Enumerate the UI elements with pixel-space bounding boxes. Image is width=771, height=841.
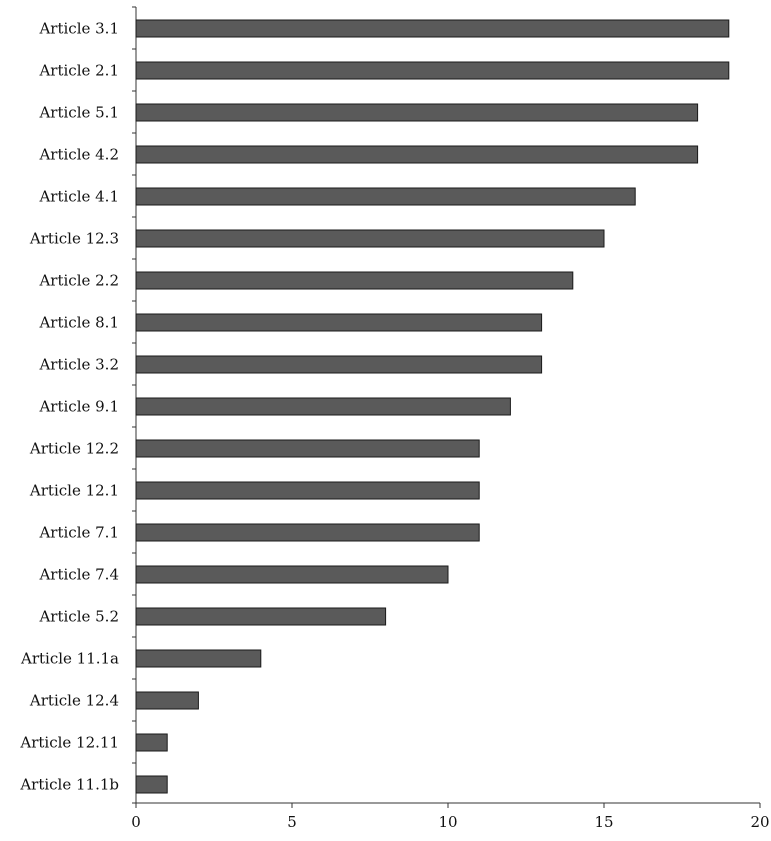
bar <box>135 733 168 752</box>
bar <box>135 61 730 80</box>
bar <box>135 481 480 500</box>
x-tick-label: 15 <box>594 813 613 831</box>
bar <box>135 229 605 248</box>
category-label: Article 7.1 <box>38 524 119 542</box>
bar <box>135 649 262 668</box>
x-tick-label: 20 <box>750 813 769 831</box>
x-tick-label: 10 <box>438 813 457 831</box>
category-label: Article 12.11 <box>19 734 119 752</box>
bar <box>135 691 199 710</box>
bar <box>135 775 168 794</box>
bar <box>135 271 574 290</box>
category-label: Article 5.2 <box>38 608 119 626</box>
bar <box>135 187 636 206</box>
category-label: Article 3.2 <box>38 356 119 374</box>
bar <box>135 103 699 122</box>
category-label: Article 2.2 <box>38 272 119 290</box>
category-label: Article 12.4 <box>29 692 119 710</box>
x-tick-label: 0 <box>131 813 141 831</box>
category-label: Article 11.1a <box>20 650 119 668</box>
category-label: Article 4.2 <box>38 146 119 164</box>
bar <box>135 19 730 38</box>
category-label: Article 11.1b <box>19 776 119 794</box>
bar <box>135 355 543 374</box>
bar <box>135 523 480 542</box>
category-label: Article 5.1 <box>38 104 119 122</box>
bar <box>135 145 699 164</box>
category-label: Article 12.2 <box>29 440 119 458</box>
category-label: Article 2.1 <box>38 62 119 80</box>
category-label: Article 8.1 <box>38 314 119 332</box>
bar <box>135 313 543 332</box>
category-label: Article 3.1 <box>38 20 119 38</box>
category-label: Article 4.1 <box>38 188 119 206</box>
category-label: Article 12.3 <box>29 230 119 248</box>
category-label: Article 12.1 <box>29 482 119 500</box>
category-label: Article 7.4 <box>38 566 119 584</box>
bar <box>135 607 387 626</box>
bar <box>135 439 480 458</box>
x-tick-label: 5 <box>287 813 297 831</box>
bar <box>135 565 449 584</box>
bar <box>135 397 511 416</box>
category-label: Article 9.1 <box>38 398 119 416</box>
